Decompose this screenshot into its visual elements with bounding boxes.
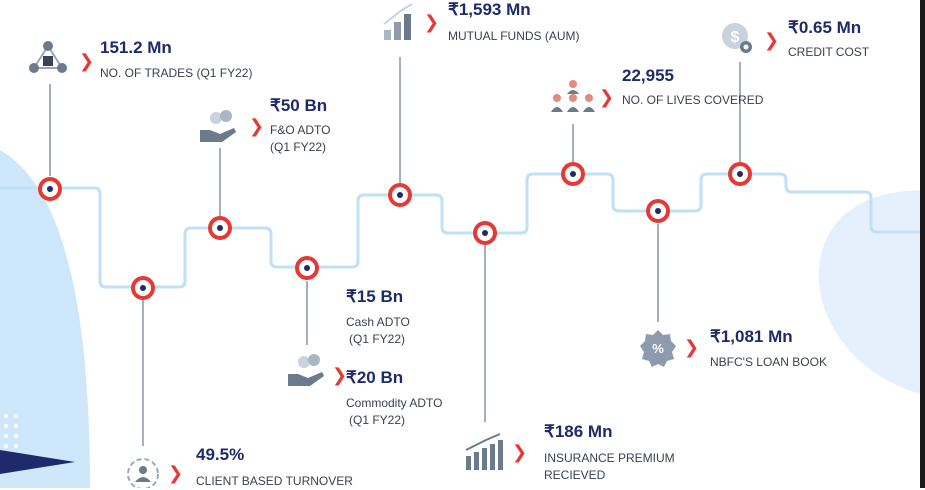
metric-cash: ₹15 Bn Cash ADTO (Q1 FY22) bbox=[346, 287, 410, 348]
milestone-marker bbox=[473, 221, 497, 245]
milestone-markers bbox=[38, 162, 752, 300]
metric-mutual-funds: ₹1,593 Mn MUTUAL FUNDS (AUM) bbox=[448, 0, 580, 45]
milestone-marker bbox=[388, 183, 412, 207]
metric-label: Commodity ADTO bbox=[346, 396, 443, 410]
target-person-icon bbox=[127, 458, 159, 488]
milestone-marker bbox=[131, 276, 155, 300]
metric-value: 49.5% bbox=[196, 445, 245, 464]
milestone-marker bbox=[295, 256, 319, 280]
chevron-right-icon: ❯ bbox=[168, 463, 184, 484]
svg-text:%: % bbox=[652, 341, 664, 356]
metric-value: ₹0.65 Mn bbox=[788, 18, 862, 37]
hand-coins-icon bbox=[200, 110, 236, 142]
chevron-right-icon: ❯ bbox=[424, 12, 440, 33]
metric-label: INSURANCE PREMIUM bbox=[544, 451, 675, 465]
percent-badge-icon: % bbox=[640, 330, 676, 367]
hand-coins-icon bbox=[288, 354, 324, 386]
stems bbox=[49, 57, 741, 446]
dot-grid bbox=[4, 414, 18, 448]
metric-value: ₹1,081 Mn bbox=[710, 327, 793, 346]
chevron-right-icon: ❯ bbox=[599, 87, 615, 108]
rising-bars-icon bbox=[383, 3, 413, 40]
metric-label: NO. OF TRADES (Q1 FY22) bbox=[100, 66, 253, 80]
metric-commodity: ₹20 Bn Commodity ADTO (Q1 FY22) bbox=[346, 368, 442, 429]
bar-chart-arrow-icon bbox=[465, 433, 503, 470]
metric-value: ₹15 Bn bbox=[346, 287, 404, 306]
dark-wedge bbox=[0, 450, 75, 474]
chevron-right-icon: ❯ bbox=[249, 116, 265, 137]
metric-label: RECIEVED bbox=[544, 468, 606, 482]
milestone-marker bbox=[646, 199, 670, 223]
chevron-right-icon: ❯ bbox=[684, 337, 700, 358]
chevron-right-icon: ❯ bbox=[764, 30, 780, 51]
metric-lives: 22,955 NO. OF LIVES COVERED bbox=[622, 66, 763, 109]
metric-label: CLIENT BASED TURNOVER bbox=[196, 474, 353, 488]
metric-label: (Q1 FY22) bbox=[349, 413, 406, 427]
metric-label: CREDIT COST bbox=[788, 45, 870, 59]
metric-value: 151.2 Mn bbox=[100, 38, 172, 57]
metric-client-turnover: 49.5% CLIENT BASED TURNOVER bbox=[196, 445, 353, 490]
metric-label: (Q1 FY22) bbox=[270, 140, 327, 154]
metric-credit-cost: ₹0.65 Mn CREDIT COST bbox=[788, 18, 869, 61]
metric-nbfc: ₹1,081 Mn NBFC'S LOAN BOOK bbox=[710, 327, 827, 371]
milestone-marker bbox=[728, 162, 752, 186]
chevron-right-icon: ❯ bbox=[512, 442, 528, 463]
chevron-right-icon: ❯ bbox=[79, 51, 95, 72]
metric-label: NO. OF LIVES COVERED bbox=[622, 93, 764, 107]
milestone-marker bbox=[38, 177, 62, 201]
metric-value: ₹1,593 Mn bbox=[448, 0, 531, 19]
metric-label: F&O ADTO bbox=[270, 123, 331, 137]
stepped-path bbox=[0, 172, 925, 289]
people-group-icon bbox=[551, 80, 595, 112]
chevron-right-icon: ❯ bbox=[332, 365, 348, 386]
metric-trades: 151.2 Mn NO. OF TRADES (Q1 FY22) bbox=[100, 38, 252, 82]
svg-text:$: $ bbox=[731, 29, 740, 46]
metric-label: (Q1 FY22) bbox=[349, 332, 406, 346]
metric-value: ₹20 Bn bbox=[346, 368, 404, 387]
window-edge bbox=[920, 0, 925, 488]
metric-value: ₹50 Bn bbox=[270, 96, 328, 115]
milestone-marker bbox=[208, 216, 232, 240]
metric-insurance: ₹186 Mn INSURANCE PREMIUM RECIEVED bbox=[544, 422, 675, 484]
metric-value: 22,955 bbox=[622, 66, 674, 85]
dollar-coin-gear-icon: $ bbox=[722, 23, 752, 53]
metric-value: ₹186 Mn bbox=[544, 422, 613, 441]
metric-fo: ₹50 Bn F&O ADTO (Q1 FY22) bbox=[270, 96, 330, 156]
metric-label: NBFC'S LOAN BOOK bbox=[710, 355, 827, 369]
network-nodes-icon bbox=[29, 41, 67, 73]
metric-label: MUTUAL FUNDS (AUM) bbox=[448, 29, 580, 43]
right-blob bbox=[818, 190, 925, 395]
metric-label: Cash ADTO bbox=[346, 315, 410, 329]
left-blob bbox=[0, 150, 90, 488]
milestone-marker bbox=[561, 162, 585, 186]
